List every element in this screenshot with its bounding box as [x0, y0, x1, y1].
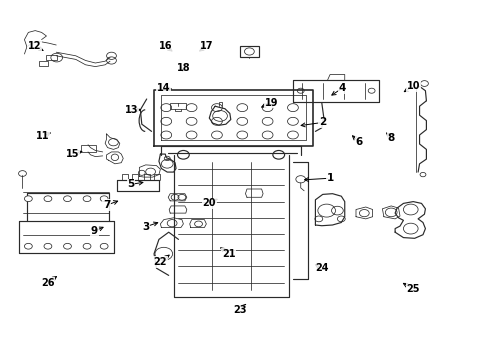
Circle shape — [83, 243, 91, 249]
Text: 10: 10 — [406, 81, 419, 91]
Circle shape — [24, 243, 32, 249]
Text: 14: 14 — [157, 83, 170, 93]
Text: 5: 5 — [127, 179, 134, 189]
Text: 24: 24 — [314, 263, 328, 273]
Text: 12: 12 — [27, 41, 41, 51]
Text: 22: 22 — [153, 257, 167, 267]
Text: 21: 21 — [222, 249, 235, 259]
Text: 2: 2 — [319, 117, 325, 127]
Text: 11: 11 — [36, 131, 50, 141]
Text: 3: 3 — [142, 222, 149, 232]
Circle shape — [44, 243, 52, 249]
Text: 18: 18 — [176, 63, 190, 73]
Text: 15: 15 — [65, 149, 79, 159]
Circle shape — [63, 243, 71, 249]
Text: 4: 4 — [338, 83, 346, 93]
Text: 8: 8 — [387, 132, 394, 143]
Text: 17: 17 — [199, 41, 213, 51]
Text: 25: 25 — [406, 284, 419, 294]
Text: 23: 23 — [232, 305, 246, 315]
Circle shape — [100, 196, 108, 202]
Bar — [46, 55, 57, 60]
Text: 7: 7 — [102, 200, 110, 210]
Text: 26: 26 — [41, 278, 55, 288]
Text: 6: 6 — [355, 137, 362, 147]
Bar — [81, 145, 96, 152]
Bar — [239, 46, 259, 57]
Circle shape — [63, 196, 71, 202]
Circle shape — [44, 196, 52, 202]
Bar — [39, 61, 48, 66]
Text: 13: 13 — [125, 105, 139, 115]
Text: 1: 1 — [326, 173, 333, 183]
Circle shape — [24, 196, 32, 202]
Circle shape — [100, 243, 108, 249]
Circle shape — [83, 196, 91, 202]
Text: 19: 19 — [264, 98, 278, 108]
Text: 20: 20 — [202, 198, 216, 208]
Bar — [170, 103, 185, 109]
Text: 9: 9 — [91, 226, 98, 236]
Text: 16: 16 — [158, 41, 172, 51]
